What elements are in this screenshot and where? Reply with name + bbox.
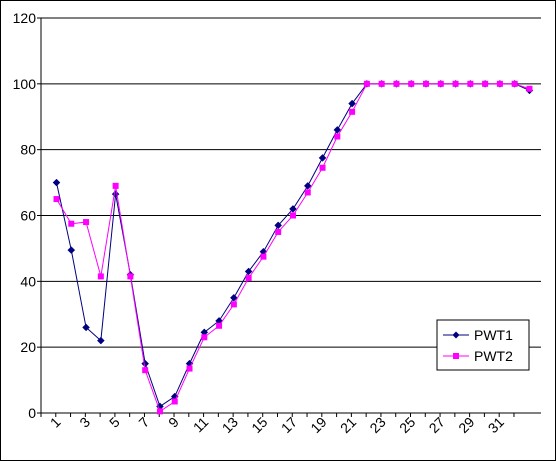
legend: PWT1 PWT2 <box>436 319 530 371</box>
legend-marker-PWT1 <box>452 331 460 339</box>
point-PWT2-21 <box>349 108 356 115</box>
point-PWT2-28 <box>452 80 459 87</box>
legend-label-PWT1: PWT1 <box>474 327 513 343</box>
point-PWT2-26 <box>423 80 429 87</box>
point-PWT2-1 <box>53 196 60 203</box>
point-PWT2-24 <box>393 80 400 87</box>
point-PWT2-8 <box>156 408 163 415</box>
point-PWT2-17 <box>289 212 296 219</box>
point-PWT2-31 <box>496 80 503 87</box>
point-PWT2-10 <box>186 365 193 372</box>
point-PWT1-17 <box>289 205 297 213</box>
point-PWT2-30 <box>482 80 489 87</box>
point-PWT1-13 <box>230 293 238 302</box>
legend-entry-PWT1: PWT1 <box>443 327 513 343</box>
point-PWT2-16 <box>275 228 282 235</box>
point-PWT1-14 <box>244 267 253 276</box>
point-PWT2-9 <box>171 398 178 405</box>
point-PWT2-27 <box>437 80 444 87</box>
point-PWT1-1 <box>52 178 61 187</box>
point-PWT1-3 <box>82 323 90 332</box>
legend-box <box>436 319 530 371</box>
point-PWT1-18 <box>303 182 312 190</box>
legend-entry-PWT2: PWT2 <box>443 348 513 364</box>
y-tick-label-20: 20 <box>20 339 36 355</box>
legend-marker-PWT2 <box>453 353 459 359</box>
point-PWT2-23 <box>378 80 385 87</box>
point-PWT2-2 <box>68 220 75 227</box>
y-tick-label-40: 40 <box>20 273 36 289</box>
point-PWT1-16 <box>274 221 283 230</box>
y-tick-label-100: 100 <box>13 76 37 92</box>
point-PWT2-7 <box>142 367 149 374</box>
point-PWT2-20 <box>334 133 341 140</box>
y-tick-label-120: 120 <box>13 10 37 26</box>
point-PWT2-12 <box>216 322 223 329</box>
series-PWT2 <box>53 80 533 415</box>
y-tick-label-80: 80 <box>20 142 36 158</box>
legend-label-PWT2: PWT2 <box>474 348 513 364</box>
point-PWT2-19 <box>319 164 326 171</box>
y-tick-label-60: 60 <box>20 208 36 224</box>
point-PWT2-5 <box>112 182 119 189</box>
point-PWT2-14 <box>245 275 252 282</box>
point-PWT2-6 <box>127 273 134 280</box>
point-PWT2-3 <box>83 219 90 226</box>
point-PWT2-29 <box>467 80 474 87</box>
point-PWT2-25 <box>408 80 415 87</box>
point-PWT2-4 <box>97 273 104 280</box>
point-PWT2-32 <box>511 80 518 87</box>
point-PWT1-21 <box>348 99 356 108</box>
point-PWT1-20 <box>333 126 342 134</box>
point-PWT2-15 <box>260 253 267 260</box>
point-PWT2-11 <box>201 334 208 341</box>
point-PWT2-13 <box>230 301 237 308</box>
point-PWT1-19 <box>318 154 327 162</box>
series <box>52 79 534 415</box>
y-tick-label-0: 0 <box>28 405 36 421</box>
point-PWT2-22 <box>363 80 370 87</box>
point-PWT2-18 <box>304 189 311 196</box>
point-PWT1-2 <box>67 246 76 254</box>
point-PWT1-4 <box>96 336 105 345</box>
point-PWT2-33 <box>526 85 533 92</box>
